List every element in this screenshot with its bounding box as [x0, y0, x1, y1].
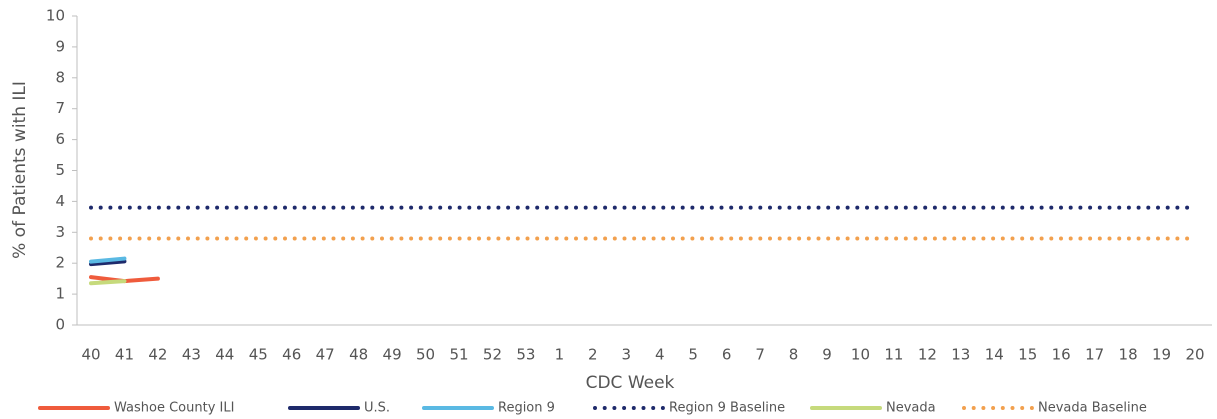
y-tick-label: 3 — [55, 223, 65, 241]
y-tick-label: 1 — [55, 285, 65, 303]
legend-label: Nevada Baseline — [1038, 401, 1147, 416]
x-tick-label: 40 — [81, 346, 100, 364]
x-tick-label: 46 — [282, 346, 301, 364]
x-tick-label: 11 — [884, 346, 903, 364]
x-tick-label: 7 — [755, 346, 765, 364]
x-tick-label: 16 — [1052, 346, 1071, 364]
y-tick-label: 9 — [55, 37, 65, 55]
x-tick-label: 5 — [688, 346, 698, 364]
y-tick-label: 0 — [55, 316, 65, 334]
x-tick-label: 18 — [1119, 346, 1138, 364]
y-tick-label: 4 — [55, 192, 65, 210]
series-line — [89, 259, 127, 267]
x-tick-label: 3 — [621, 346, 631, 364]
x-axis-title: CDC Week — [586, 373, 675, 393]
x-tick-label: 9 — [822, 346, 832, 364]
x-tick-label: 13 — [951, 346, 970, 364]
x-tick-label: 6 — [722, 346, 732, 364]
x-tick-label: 52 — [483, 346, 502, 364]
x-tick-label: 14 — [985, 346, 1004, 364]
x-tick-label: 15 — [1018, 346, 1037, 364]
x-tick-label: 10 — [851, 346, 870, 364]
x-tick-label: 50 — [416, 346, 435, 364]
x-tick-label: 1 — [555, 346, 565, 364]
x-tick-label: 44 — [215, 346, 234, 364]
series-line — [89, 279, 127, 286]
legend-label: U.S. — [364, 401, 390, 416]
x-tick-label: 53 — [516, 346, 535, 364]
legend-label: Region 9 — [498, 401, 555, 416]
x-tick-label: 19 — [1152, 346, 1171, 364]
y-tick-label: 2 — [55, 254, 65, 272]
y-tick-label: 8 — [55, 68, 65, 86]
legend-label: Washoe County ILI — [114, 401, 234, 416]
series-line — [89, 256, 127, 264]
y-tick-label: 5 — [55, 161, 65, 179]
legend-label: Nevada — [886, 401, 936, 416]
y-tick-label: 10 — [46, 7, 65, 25]
y-axis-title: % of Patients with ILI — [10, 81, 30, 259]
y-tick-label: 7 — [55, 99, 65, 117]
x-tick-label: 51 — [449, 346, 468, 364]
x-tick-label: 2 — [588, 346, 598, 364]
x-tick-label: 45 — [249, 346, 268, 364]
x-tick-label: 47 — [316, 346, 335, 364]
x-tick-label: 48 — [349, 346, 368, 364]
x-tick-label: 4 — [655, 346, 665, 364]
x-tick-label: 12 — [918, 346, 937, 364]
x-tick-label: 8 — [789, 346, 799, 364]
x-tick-label: 43 — [182, 346, 201, 364]
x-tick-label: 41 — [115, 346, 134, 364]
x-tick-label: 42 — [148, 346, 167, 364]
x-tick-label: 20 — [1185, 346, 1204, 364]
legend-label: Region 9 Baseline — [669, 401, 785, 416]
x-tick-label: 17 — [1085, 346, 1104, 364]
x-tick-label: 49 — [383, 346, 402, 364]
y-tick-label: 6 — [55, 130, 65, 148]
